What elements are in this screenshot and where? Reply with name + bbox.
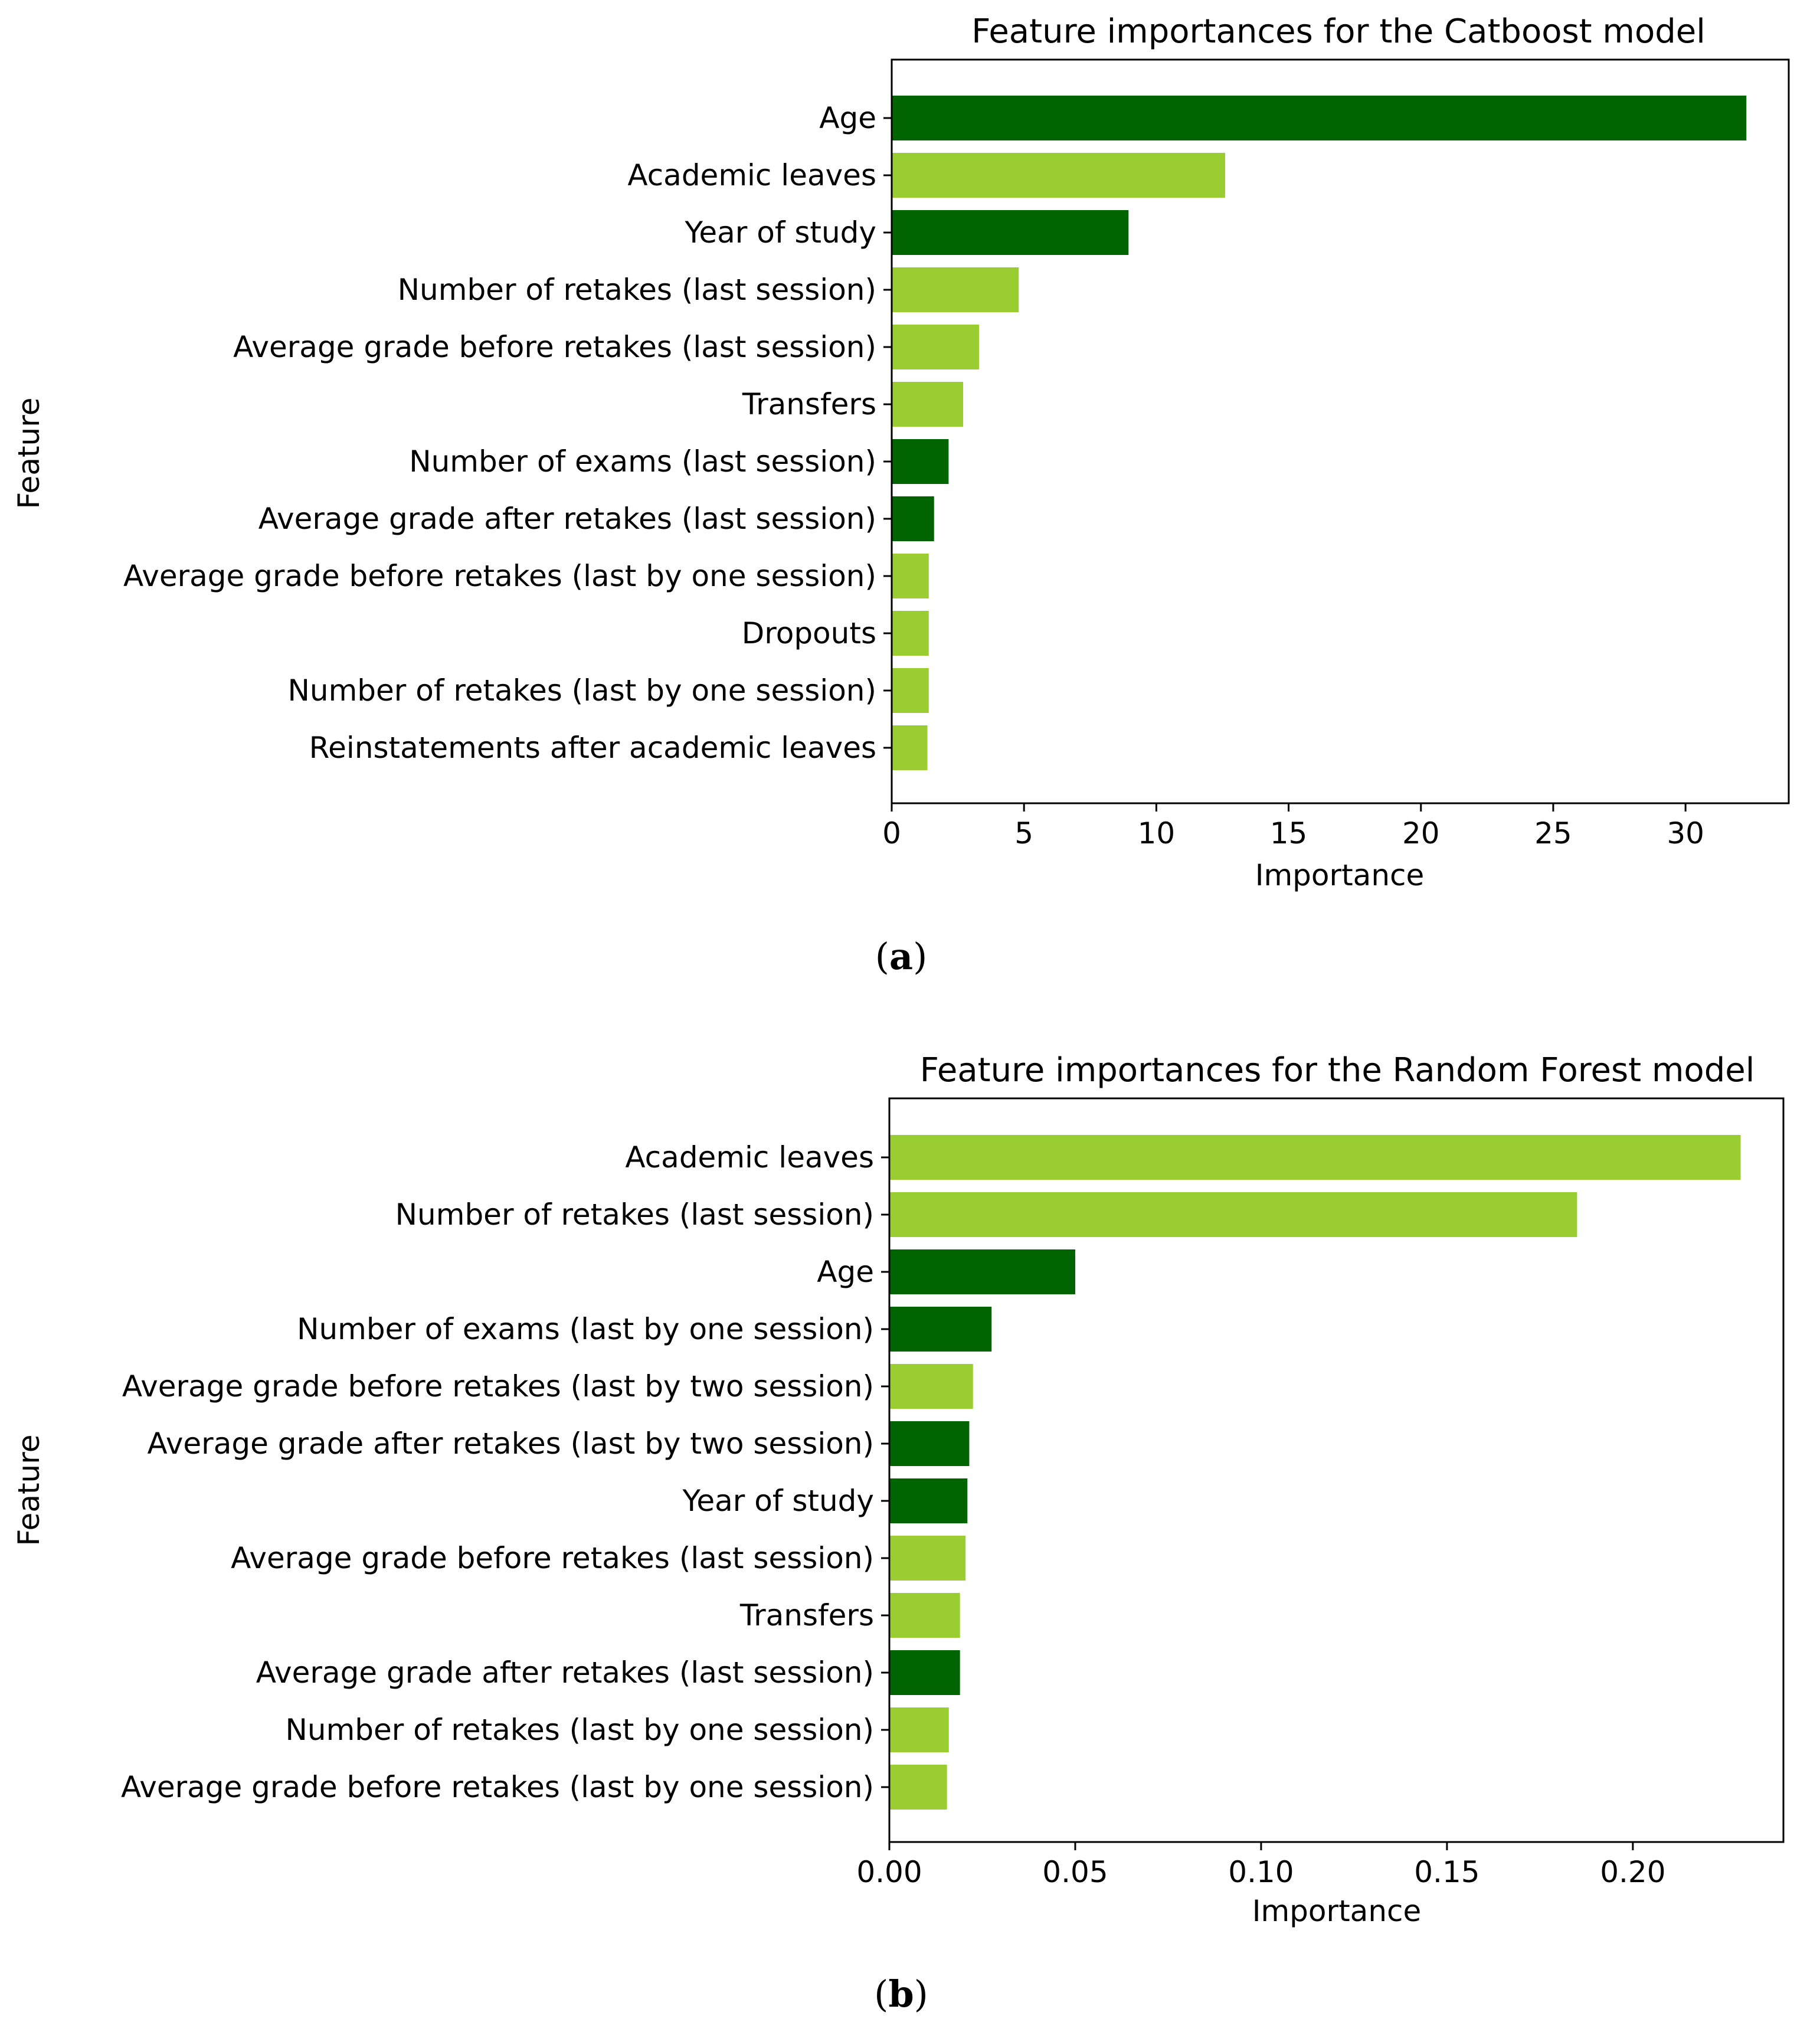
random-forest-bar [889, 1249, 1075, 1294]
caption-b-letter: b [888, 1972, 914, 2016]
random-forest-bar [889, 1135, 1741, 1180]
catboost-y-tick-label: Reinstatements after academic leaves [309, 731, 876, 765]
random-forest-bar [889, 1307, 992, 1352]
catboost-bar [892, 325, 979, 369]
caption-b-open: ( [874, 1972, 888, 2016]
random-forest-y-tick-label: Transfers [739, 1598, 874, 1632]
random-forest-bar [889, 1765, 947, 1810]
catboost-chart: Feature importances for the Catboost mod… [12, 12, 1790, 892]
random-forest-y-tick-label: Average grade before retakes (last sessi… [231, 1541, 874, 1575]
catboost-x-tick-label: 5 [1014, 816, 1033, 850]
random-forest-y-axis-label: Feature [12, 1435, 46, 1546]
catboost-bar [892, 96, 1747, 140]
catboost-x-tick-label: 20 [1402, 816, 1440, 850]
catboost-y-tick-label: Number of exams (last session) [409, 444, 876, 479]
random-forest-x-axis-label: Importance [1252, 1894, 1422, 1928]
catboost-plot-frame [891, 58, 1790, 804]
random-forest-bar [889, 1478, 968, 1523]
catboost-y-tick-label: Age [819, 101, 876, 135]
catboost-bar [892, 153, 1225, 198]
random-forest-bar [889, 1650, 960, 1695]
random-forest-y-tick-label: Number of retakes (last session) [395, 1198, 874, 1232]
catboost-bar [892, 210, 1129, 255]
caption-b-close: ) [914, 1972, 928, 2016]
catboost-y-ticks: Age Academic leaves Year of study Number of… [123, 101, 892, 765]
random-forest-x-tick-label: 0.05 [1042, 1855, 1108, 1889]
catboost-x-tick-label: 0 [882, 816, 901, 850]
catboost-y-tick-label: Average grade before retakes (last sessi… [233, 330, 876, 364]
random-forest-y-tick-label: Year of study [682, 1484, 874, 1518]
random-forest-bar [889, 1364, 973, 1409]
random-forest-x-tick-label: 0.10 [1228, 1855, 1294, 1889]
catboost-bar [892, 554, 929, 598]
catboost-chart-title: Feature importances for the Catboost mod… [971, 12, 1706, 51]
random-forest-y-tick-label: Average grade after retakes (last sessio… [256, 1656, 874, 1690]
random-forest-y-tick-label: Average grade before retakes (last by on… [121, 1770, 874, 1804]
catboost-y-tick-label: Number of retakes (last session) [398, 273, 876, 307]
catboost-x-tick-label: 15 [1270, 816, 1308, 850]
random-forest-x-ticks: 0.00 0.05 0.10 0.15 0.20 [856, 1842, 1666, 1889]
catboost-bar [892, 382, 964, 427]
catboost-x-ticks: 0 5 10 15 20 25 30 [882, 803, 1704, 850]
random-forest-bar [889, 1536, 966, 1581]
random-forest-y-tick-label: Number of retakes (last by one session) [285, 1713, 874, 1747]
random-forest-bar [889, 1593, 960, 1638]
catboost-bars [892, 96, 1747, 770]
catboost-y-tick-label: Academic leaves [627, 158, 876, 192]
catboost-x-axis-label: Importance [1255, 858, 1425, 892]
random-forest-plot-frame [888, 1097, 1785, 1843]
catboost-y-tick-label: Transfers [742, 387, 876, 421]
catboost-y-tick-label: Year of study [684, 215, 876, 250]
caption-b: (b) [874, 1972, 928, 2016]
catboost-bar [892, 668, 929, 713]
catboost-y-tick-label: Number of retakes (last by one session) [287, 673, 876, 708]
catboost-y-tick-label: Average grade before retakes (last by on… [123, 559, 876, 593]
catboost-bar [892, 439, 949, 484]
random-forest-bars [889, 1135, 1741, 1810]
random-forest-y-tick-label: Average grade after retakes (last by two… [148, 1427, 874, 1461]
random-forest-x-tick-label: 0.15 [1414, 1855, 1479, 1889]
random-forest-chart-title: Feature importances for the Random Fores… [920, 1051, 1755, 1090]
caption-a-close: ) [913, 935, 927, 978]
caption-a: (a) [875, 935, 928, 978]
random-forest-x-tick-label: 0.00 [856, 1855, 922, 1889]
catboost-x-tick-label: 30 [1667, 816, 1704, 850]
random-forest-bar [889, 1421, 970, 1466]
random-forest-chart: Feature importances for the Random Fores… [12, 1051, 1785, 1928]
catboost-y-tick-label: Dropouts [742, 616, 876, 650]
catboost-x-tick-label: 10 [1138, 816, 1176, 850]
random-forest-bar [889, 1192, 1577, 1237]
catboost-y-axis-label: Feature [12, 398, 46, 509]
random-forest-y-tick-label: Academic leaves [625, 1140, 874, 1174]
catboost-bar [892, 496, 934, 541]
random-forest-y-tick-label: Number of exams (last by one session) [297, 1312, 874, 1346]
random-forest-y-tick-label: Age [817, 1255, 874, 1289]
caption-a-open: ( [875, 935, 889, 978]
catboost-x-tick-label: 25 [1534, 816, 1572, 850]
random-forest-y-tick-label: Average grade before retakes (last by tw… [122, 1369, 874, 1403]
random-forest-bar [889, 1707, 949, 1752]
random-forest-x-tick-label: 0.20 [1600, 1855, 1665, 1889]
random-forest-y-ticks: Academic leaves Number of retakes (last s… [121, 1140, 889, 1804]
catboost-bar [892, 725, 928, 770]
catboost-bar [892, 611, 929, 656]
caption-a-letter: a [889, 935, 913, 978]
catboost-bar [892, 267, 1019, 312]
catboost-y-tick-label: Average grade after retakes (last sessio… [258, 502, 876, 536]
